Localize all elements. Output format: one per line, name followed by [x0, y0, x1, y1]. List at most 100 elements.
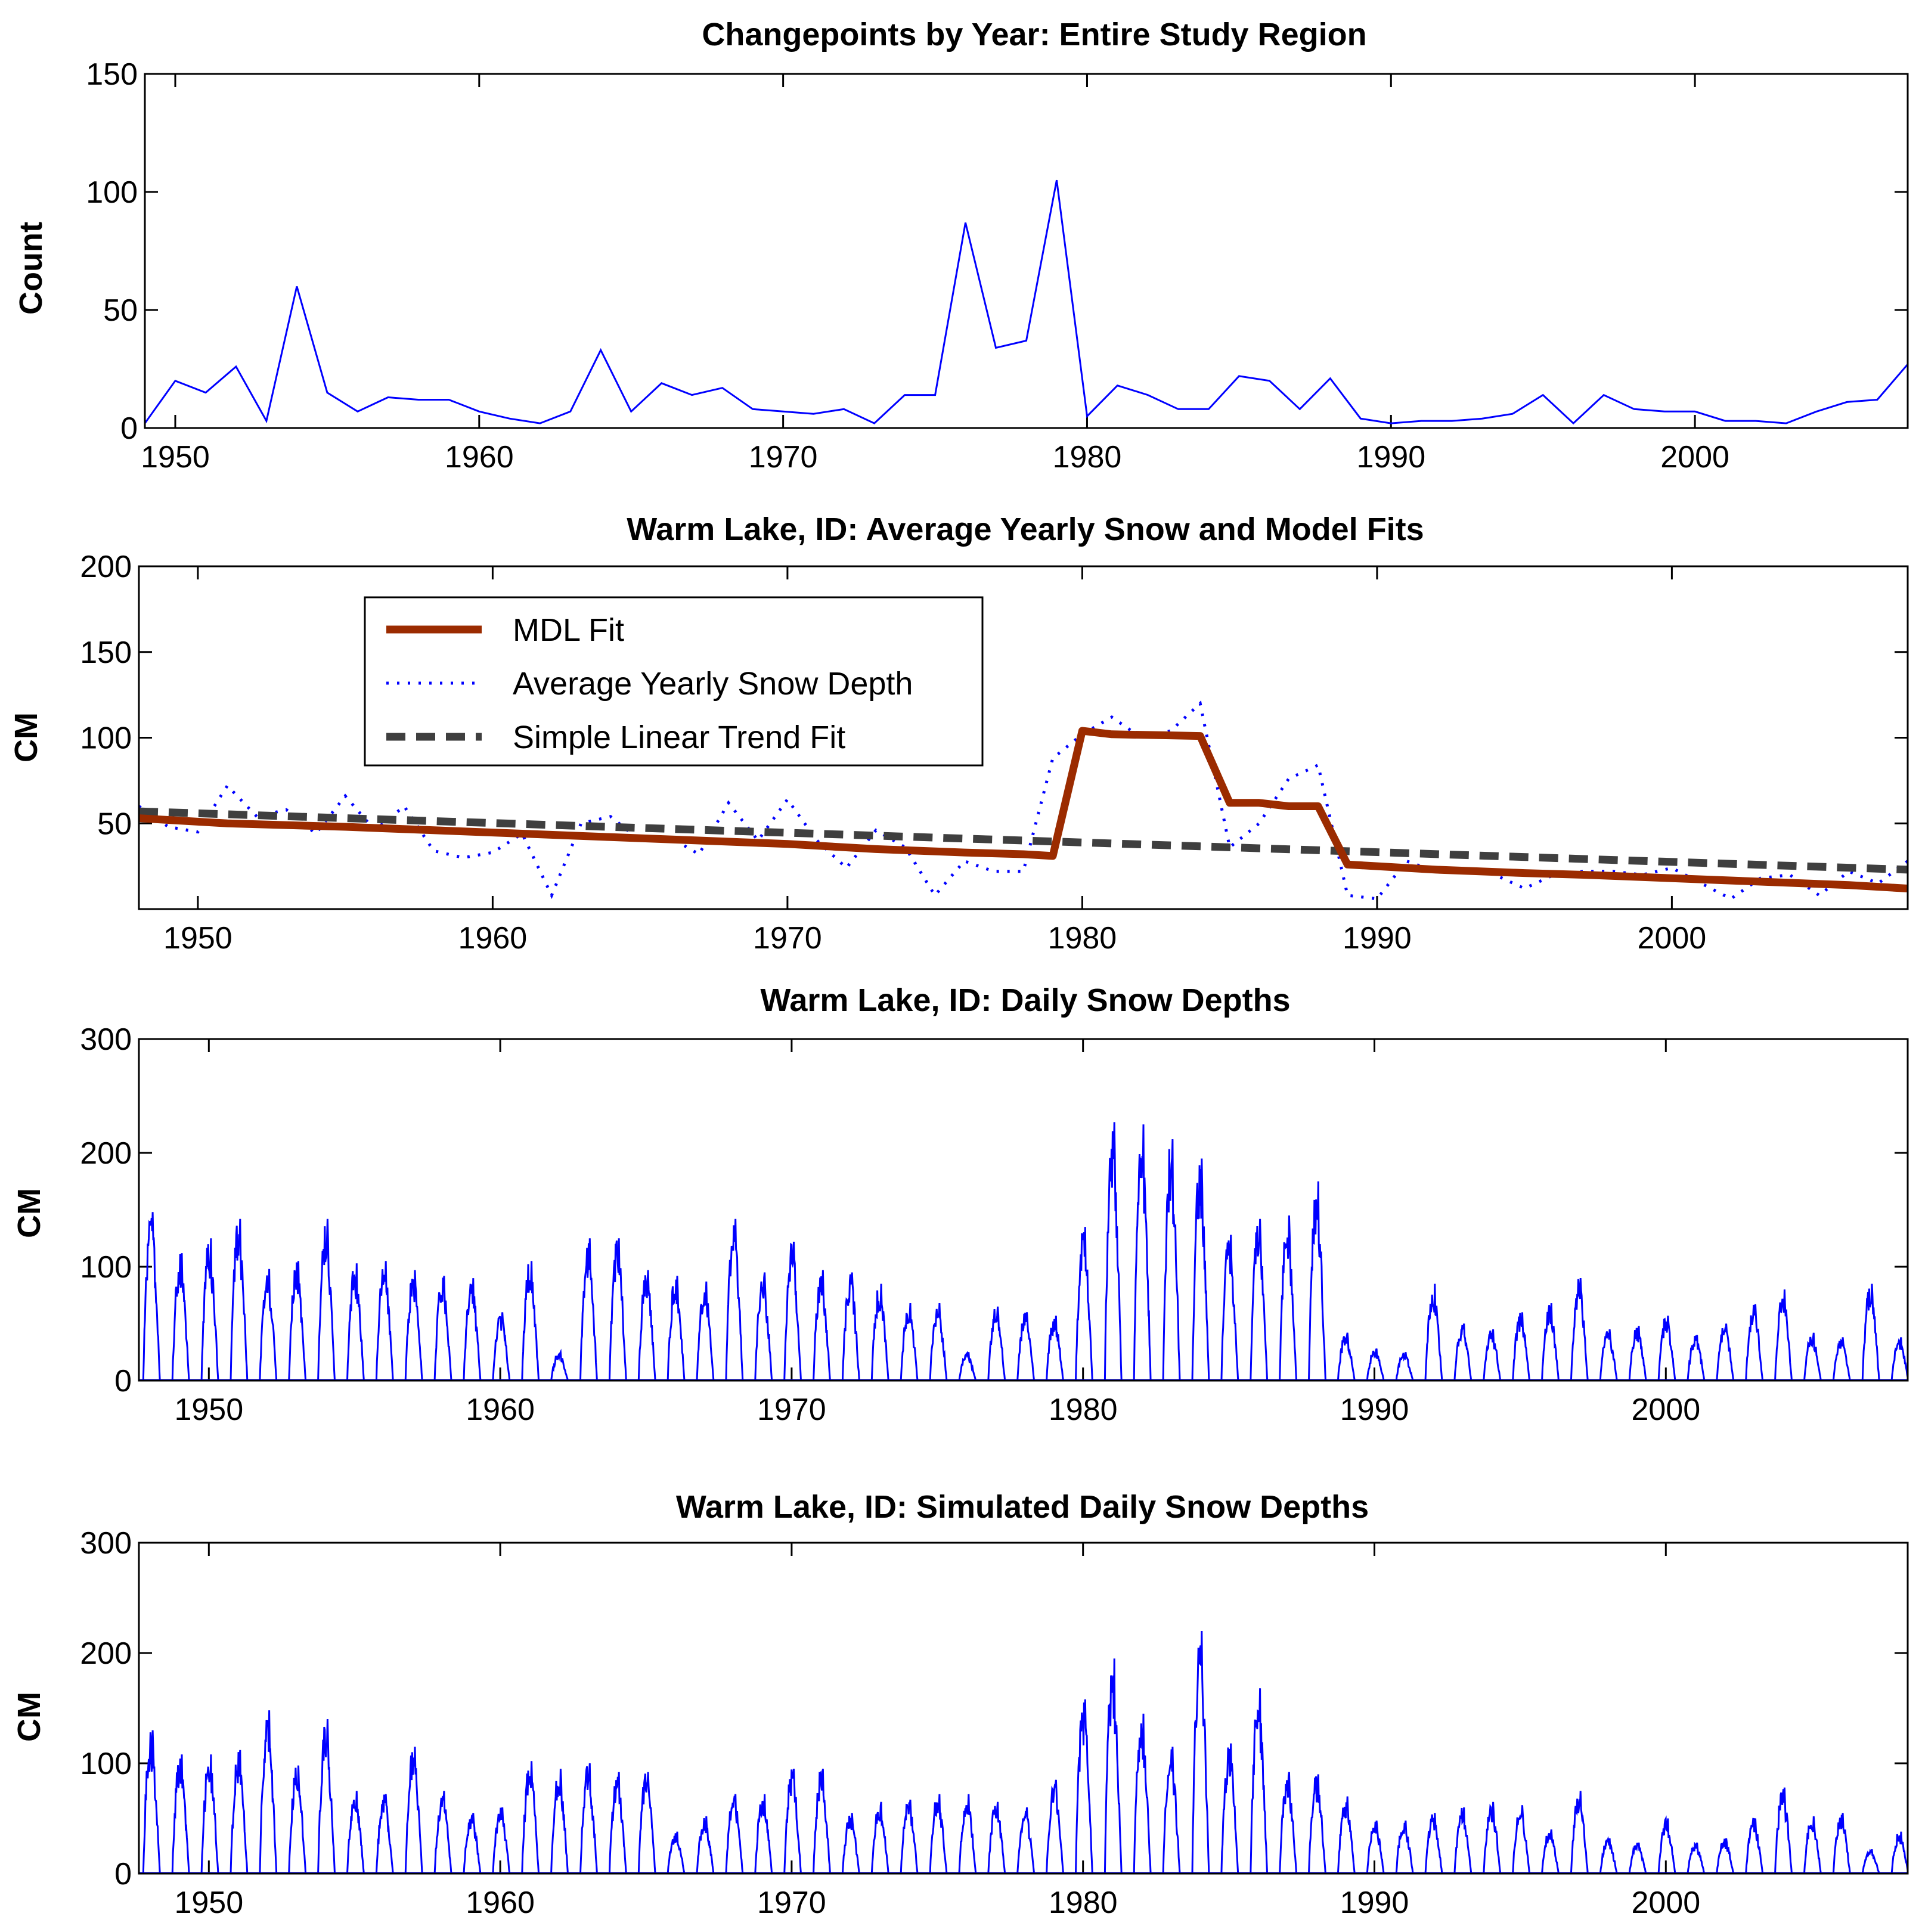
season-trace-1996 [1541, 1303, 1560, 1381]
x-tick-label: 2000 [1631, 1393, 1700, 1427]
season-trace-1952 [259, 1269, 278, 1381]
x-tick-label: 1980 [1053, 440, 1122, 475]
x-tick-label: 1990 [1356, 440, 1425, 475]
season-trace-1959 [463, 1813, 482, 1874]
x-tick-label: 1990 [1340, 1393, 1409, 1427]
x-tick-label: 2000 [1660, 440, 1729, 475]
x-tick-label: 1990 [1340, 1886, 1409, 1920]
y-axis-label: CM [11, 1188, 47, 1238]
x-tick-label: 2000 [1638, 921, 1707, 956]
season-trace-1986 [1250, 1688, 1269, 1874]
season-trace-1984 [1191, 1158, 1210, 1381]
season-trace-1969 [754, 1272, 773, 1381]
season-trace-1964 [608, 1772, 627, 1874]
season-trace-2007 [1861, 1283, 1880, 1381]
season-trace-1998 [1599, 1836, 1618, 1874]
season-trace-1995 [1512, 1312, 1530, 1381]
season-trace-1994 [1483, 1801, 1502, 1874]
season-trace-1979 [1046, 1316, 1064, 1381]
season-trace-2008 [1890, 1831, 1908, 1874]
season-trace-1968 [725, 1794, 744, 1874]
season-trace-1953 [288, 1261, 307, 1381]
season-trace-2002 [1716, 1838, 1735, 1874]
legend: MDL Fit Average Yearly Snow Depth Simple… [364, 596, 984, 767]
season-trace-1988 [1308, 1181, 1326, 1381]
season-trace-1981 [1103, 1658, 1123, 1874]
season-trace-1999 [1628, 1326, 1647, 1381]
season-trace-1997 [1570, 1278, 1589, 1381]
season-trace-1975 [929, 1303, 948, 1381]
y-tick-label: 100 [80, 1747, 132, 1781]
data-marks [139, 700, 1908, 901]
season-trace-1965 [637, 1772, 656, 1874]
season-trace-1949 [171, 1253, 190, 1381]
plot-frame [138, 565, 1909, 910]
series-line-changepoints [145, 179, 1908, 425]
season-trace-1958 [433, 1276, 452, 1381]
x-tick-label: 1980 [1049, 1886, 1118, 1920]
season-trace-2006 [1832, 1813, 1851, 1874]
season-trace-1991 [1395, 1352, 1414, 1381]
y-tick-label: 300 [80, 1022, 132, 1057]
legend-label-mdl-fit: MDL Fit [513, 612, 624, 648]
season-trace-1961 [521, 1261, 540, 1381]
season-trace-1953 [288, 1765, 307, 1874]
season-trace-1998 [1599, 1329, 1618, 1381]
axis-ticks: 1950 1960 1970 1980 1990 2000 50 100 150 200 [80, 550, 1908, 956]
season-trace-1950 [200, 1754, 219, 1874]
y-tick-label: 0 [120, 411, 138, 446]
season-trace-1985 [1220, 1743, 1239, 1874]
axis-ticks: 1950 1960 1970 1980 1990 2000 0 50 100 150 [86, 57, 1908, 475]
y-tick-label: 50 [97, 807, 132, 841]
season-trace-1999 [1628, 1842, 1647, 1874]
y-axis-label: Count [13, 222, 49, 315]
x-tick-label: 1960 [445, 440, 514, 475]
season-trace-1976 [958, 1794, 977, 1874]
season-trace-1989 [1337, 1796, 1356, 1874]
x-tick-label: 2000 [1631, 1886, 1700, 1920]
season-trace-1985 [1220, 1235, 1239, 1381]
axis-ticks: 1950 1960 1970 1980 1990 2000 0 100 200 300 [80, 1022, 1908, 1427]
legend-box [364, 596, 984, 767]
season-trace-1960 [492, 1807, 511, 1874]
season-trace-1958 [433, 1791, 452, 1874]
panel-title: Changepoints by Year: Entire Study Regio… [702, 17, 1366, 52]
season-trace-2005 [1803, 1332, 1822, 1381]
x-tick-label: 1950 [174, 1886, 243, 1920]
season-trace-1974 [900, 1303, 919, 1381]
y-tick-label: 200 [80, 1136, 132, 1171]
season-trace-1967 [696, 1816, 715, 1874]
x-tick-label: 1970 [749, 440, 818, 475]
season-trace-1972 [841, 1272, 860, 1381]
season-trace-2004 [1774, 1787, 1793, 1874]
panel-title: Warm Lake, ID: Average Yearly Snow and M… [627, 511, 1424, 547]
season-trace-2001 [1687, 1335, 1706, 1381]
season-trace-1962 [550, 1348, 569, 1381]
y-tick-label: 100 [86, 175, 138, 210]
y-axis-label: CM [8, 712, 44, 762]
season-trace-1973 [870, 1283, 889, 1381]
season-trace-2007 [1861, 1849, 1880, 1874]
season-trace-1993 [1453, 1807, 1472, 1874]
season-trace-1951 [230, 1750, 249, 1874]
season-trace-1973 [870, 1801, 889, 1874]
season-trace-1959 [463, 1278, 482, 1381]
season-trace-2002 [1716, 1323, 1735, 1381]
season-trace-1954 [317, 1719, 336, 1874]
season-trace-2006 [1832, 1337, 1851, 1381]
season-trace-1949 [171, 1754, 190, 1874]
season-trace-1962 [550, 1769, 569, 1874]
plot-frame [138, 1038, 1909, 1382]
x-tick-label: 1970 [757, 1886, 826, 1920]
season-trace-1970 [783, 1241, 802, 1381]
season-trace-1983 [1162, 1139, 1181, 1381]
season-trace-1952 [259, 1710, 278, 1874]
season-trace-1956 [375, 1261, 394, 1381]
x-tick-label: 1990 [1343, 921, 1412, 956]
season-trace-1967 [696, 1281, 715, 1381]
season-trace-1957 [404, 1747, 423, 1874]
season-trace-1987 [1279, 1772, 1297, 1874]
x-tick-label: 1970 [753, 921, 822, 956]
season-trace-1992 [1424, 1283, 1443, 1381]
